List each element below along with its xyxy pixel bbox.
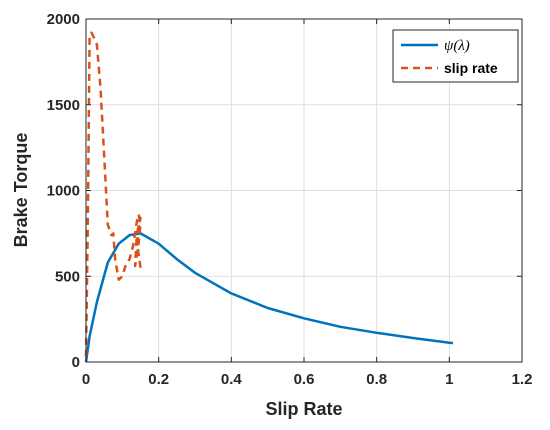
series-layer bbox=[84, 31, 454, 363]
x-tick-label: 1 bbox=[445, 371, 453, 388]
x-tick-label: 0.2 bbox=[148, 371, 169, 388]
x-tick-label: 0 bbox=[82, 371, 90, 388]
series-line-slip-rate bbox=[84, 31, 142, 357]
x-tick-label: 0.8 bbox=[366, 371, 387, 388]
legend-label-psi: ψ(λ) bbox=[444, 38, 470, 54]
legend-box bbox=[392, 29, 519, 83]
y-tick-label: 0 bbox=[72, 354, 80, 371]
legend-label-slip-rate: slip rate bbox=[444, 60, 498, 76]
y-tick-label: 2000 bbox=[47, 11, 80, 28]
y-axis-title: Brake Torque bbox=[11, 133, 31, 248]
x-tick-label: 1.2 bbox=[512, 371, 533, 388]
x-tick-label: 0.4 bbox=[221, 371, 243, 388]
y-tick-label: 1000 bbox=[47, 183, 80, 200]
legend: ψ(λ) slip rate bbox=[392, 29, 519, 83]
series-line-psi bbox=[84, 232, 454, 363]
x-tick-label: 0.6 bbox=[294, 371, 315, 388]
ticks: 0 0.2 0.4 0.6 0.8 1 1.2 0 500 1000 1500 2000 bbox=[47, 11, 533, 388]
grid bbox=[86, 19, 522, 362]
y-tick-label: 1500 bbox=[47, 97, 80, 114]
x-axis-title: Slip Rate bbox=[265, 399, 342, 419]
y-tick-label: 500 bbox=[55, 268, 80, 285]
